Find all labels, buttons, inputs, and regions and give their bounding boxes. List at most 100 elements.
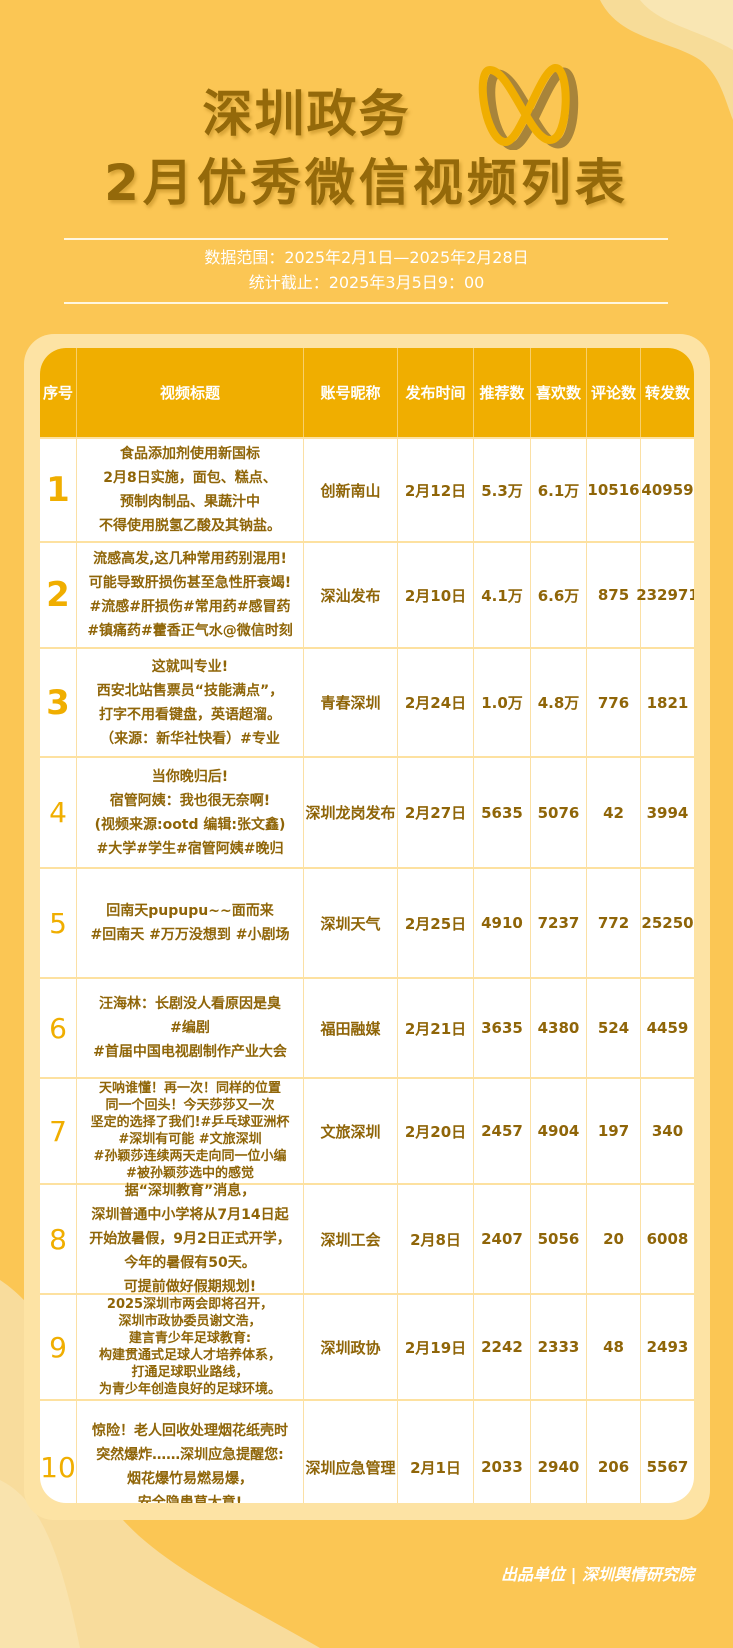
- cell-account: 深圳天气: [304, 869, 398, 977]
- cell-account: 深汕发布: [304, 543, 398, 647]
- cell-recommend: 4.1万: [474, 543, 531, 647]
- video-title-line: 流感高发,这几种常用药别混用!: [93, 551, 287, 567]
- cell-account: 文旅深圳: [304, 1079, 398, 1183]
- video-title-line: 坚定的选择了我们!#乒乓球亚洲杯: [90, 1115, 290, 1130]
- video-title-line: #深圳有可能 #文旅深圳: [118, 1132, 262, 1147]
- cell-account: 创新南山: [304, 439, 398, 541]
- table-header: 序号 视频标题 账号昵称 发布时间 推荐数 喜欢数 评论数 转发数: [40, 348, 694, 437]
- video-title-line: 这就叫专业!: [151, 658, 229, 675]
- video-title-line: #大学#学生#宿管阿姨#晚归: [96, 840, 284, 857]
- cell-shares: 25250: [641, 914, 694, 932]
- video-title-line: 打通足球职业路线，: [131, 1365, 249, 1380]
- table-row: 10 惊险！老人回收处理烟花纸壳时 突然爆炸……深圳应急提醒您: 烟花爆竹易燃易爆， 安…: [40, 1399, 694, 1503]
- cell-seq: 1: [40, 439, 77, 541]
- cell-likes: 4.8万: [531, 649, 587, 756]
- cell-likes: 6.6万: [531, 543, 587, 647]
- video-title-line: （来源：新华社快看）#专业: [100, 730, 280, 747]
- cell-likes: 2940: [531, 1401, 587, 1503]
- video-title-line: #流感#肝损伤#常用药#感冒药: [89, 599, 291, 615]
- cell-likes: 6.1万: [531, 439, 587, 541]
- video-title-line: #首届中国电视剧制作产业大会: [93, 1044, 287, 1060]
- column-header-title: 视频标题: [77, 348, 304, 437]
- video-title-line: 深圳市政协委员谢文浩，: [118, 1314, 262, 1329]
- cell-comments: 197: [587, 1079, 641, 1183]
- cell-date: 2月20日: [398, 1079, 474, 1183]
- cell-likes: 5076: [531, 758, 587, 867]
- table-row: 5 回南天pupupu~~面而来 #回南天 #万万没想到 #小剧场 深圳天气 2月25日…: [40, 867, 694, 977]
- column-header-likes: 喜欢数: [531, 348, 587, 437]
- video-title-line: 今年的暑假有50天。: [124, 1255, 256, 1271]
- cell-recommend: 2457: [474, 1079, 531, 1183]
- video-title: 2025深圳市两会即将召开， 深圳市政协委员谢文浩， 建言青少年足球教育: 构建贯通式…: [77, 1295, 304, 1399]
- video-title: 流感高发,这几种常用药别混用! 可能导致肝损伤甚至急性肝衰竭! #流感#肝损伤#常用…: [77, 543, 304, 647]
- video-title: 食品添加剂使用新国标 2月8日实施，面包、糕点、 预制肉制品、果蔬汁中 不得使用脱氢乙…: [77, 439, 304, 541]
- cell-shares: 232971: [636, 586, 694, 604]
- cell-date: 2月25日: [398, 869, 474, 977]
- cutoff-text: 统计截止：2025年3月5日9：00: [248, 273, 485, 292]
- cell-recommend: 2242: [474, 1295, 531, 1399]
- video-title-line: #孙颖莎连续两天走向同一位小编: [93, 1149, 287, 1164]
- video-title-line: 不得使用脱氢乙酸及其钠盐。: [99, 518, 281, 534]
- footer-credit: 出品单位 | 深圳舆情研究院: [501, 1565, 694, 1584]
- video-title-line: #回南天 #万万没想到 #小剧场: [90, 927, 290, 943]
- table-row: 1 食品添加剂使用新国标 2月8日实施，面包、糕点、 预制肉制品、果蔬汁中 不得使用脱氢…: [40, 437, 694, 541]
- video-title: 天呐谁懂！再一次！同样的位置 同一个回头！今天莎莎又一次 坚定的选择了我们!#乒乓球…: [77, 1079, 304, 1183]
- cell-seq: 3: [40, 649, 77, 756]
- video-table: 序号 视频标题 账号昵称 发布时间 推荐数 喜欢数 评论数 转发数 1 食品添加剂使用新国标 2月…: [40, 348, 694, 1503]
- video-title-line: 突然爆炸……深圳应急提醒您:: [96, 1447, 284, 1463]
- video-title-line: 汪海林：长剧没人看原因是臭: [99, 996, 281, 1012]
- cell-likes: 4904: [531, 1079, 587, 1183]
- cell-likes: 7237: [531, 869, 587, 977]
- cell-account: 深圳龙岗发布: [304, 758, 398, 867]
- cell-recommend: 3635: [474, 979, 531, 1077]
- cell-shares: 3994: [646, 803, 689, 822]
- video-title-line: 回南天pupupu~~面而来: [106, 903, 274, 919]
- decorative-wave-top-right: [600, 0, 733, 120]
- cell-comments: 776: [587, 649, 641, 756]
- video-title-line: 为青少年创造良好的足球环境。: [98, 1382, 281, 1397]
- video-title: 这就叫专业! 西安北站售票员“技能满点”， 打字不用看键盘，英语超溜。 （来源：新华社…: [77, 649, 304, 756]
- cell-comments: 10516: [587, 439, 641, 541]
- video-title-line: #镇痛药#藿香正气水@微信时刻: [87, 623, 293, 639]
- cell-date: 2月19日: [398, 1295, 474, 1399]
- video-title: 当你晚归后! 宿管阿姨：我也很无奈啊! (视频来源:ootd 编辑:张文鑫) #大学#…: [77, 758, 304, 867]
- cell-recommend: 2033: [474, 1401, 531, 1503]
- table-row: 2 流感高发,这几种常用药别混用! 可能导致肝损伤甚至急性肝衰竭! #流感#肝损伤#常…: [40, 541, 694, 647]
- cell-recommend: 1.0万: [474, 649, 531, 756]
- cell-comments: 48: [587, 1295, 641, 1399]
- cell-date: 2月8日: [398, 1185, 474, 1293]
- data-range-text: 数据范围：2025年2月1日—2025年2月28日: [204, 248, 529, 267]
- decorative-wave-bottom-left: [0, 1280, 320, 1648]
- cell-shares: 40959: [641, 481, 694, 499]
- cell-date: 2月27日: [398, 758, 474, 867]
- table-row: 8 据“深圳教育”消息， 深圳普通中小学将从7月14日起 开始放暑假，9月2日正式开学…: [40, 1183, 694, 1295]
- video-title-line: 开始放暑假，9月2日正式开学，: [89, 1231, 291, 1247]
- cell-date: 2月24日: [398, 649, 474, 756]
- cell-recommend: 5635: [474, 758, 531, 867]
- cell-comments: 524: [587, 979, 641, 1077]
- column-header-recommend: 推荐数: [474, 348, 531, 437]
- column-header-seq: 序号: [40, 348, 77, 437]
- cell-shares: 6008: [646, 1230, 689, 1248]
- cell-seq: 7: [40, 1079, 77, 1183]
- cell-seq: 9: [40, 1295, 77, 1399]
- cell-recommend: 2407: [474, 1185, 531, 1293]
- cell-seq: 8: [40, 1185, 77, 1293]
- cell-shares: 1821: [646, 693, 689, 712]
- video-title-line: 深圳普通中小学将从7月14日起: [91, 1207, 289, 1223]
- table-row: 6 汪海林：长剧没人看原因是臭 #编剧 #首届中国电视剧制作产业大会 福田融媒 2月21日…: [40, 977, 694, 1077]
- video-title-line: 同一个回头！今天莎莎又一次: [105, 1098, 275, 1113]
- cell-shares: 5567: [646, 1458, 689, 1476]
- cell-shares: 2493: [646, 1338, 689, 1356]
- cell-account: 福田融媒: [304, 979, 398, 1077]
- video-title-line: 食品添加剂使用新国标: [120, 446, 260, 462]
- cell-likes: 5056: [531, 1185, 587, 1293]
- cell-date: 2月12日: [398, 439, 474, 541]
- video-title-line: 建言青少年足球教育:: [128, 1331, 252, 1346]
- cell-date: 2月1日: [398, 1401, 474, 1503]
- cell-seq: 6: [40, 979, 77, 1077]
- column-header-shares: 转发数: [644, 384, 690, 402]
- cell-seq: 10: [40, 1401, 77, 1503]
- column-header-date: 发布时间: [398, 348, 474, 437]
- video-title-line: 烟花爆竹易燃易爆，: [127, 1471, 253, 1487]
